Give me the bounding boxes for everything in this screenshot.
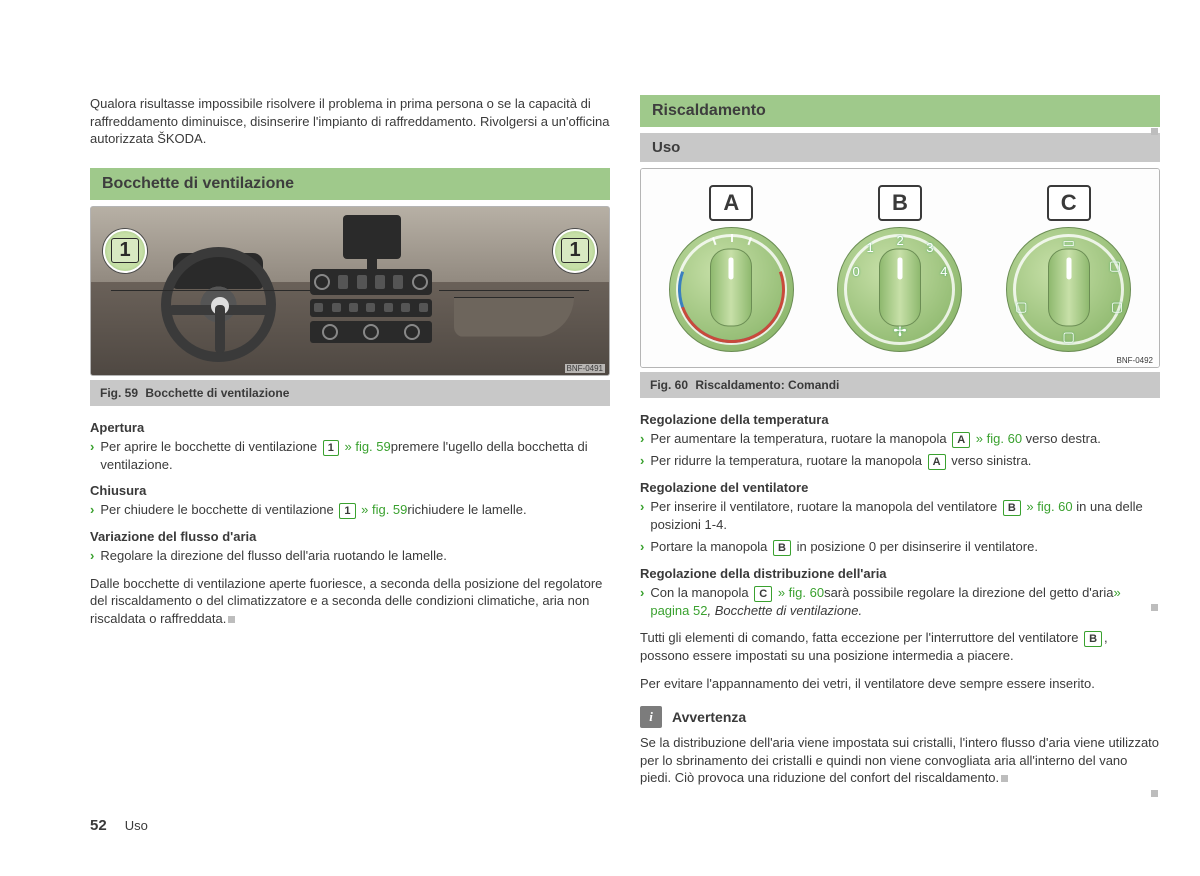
note-header: i Avvertenza xyxy=(640,706,1160,728)
page-footer: 52 Uso xyxy=(90,817,148,834)
subsection-heading-uso: Uso xyxy=(640,133,1160,162)
knob-letter-b: B xyxy=(878,185,922,221)
end-marker-icon xyxy=(228,616,235,623)
fig-link[interactable]: » fig. 59 xyxy=(341,439,391,454)
fan-mark-0: 0 xyxy=(852,264,859,279)
figure-code: BNF-0492 xyxy=(1115,356,1155,365)
nav-screen xyxy=(343,215,401,259)
fog-paragraph: Per evitare l'appannamento dei vetri, il… xyxy=(640,675,1160,693)
chiusura-bullet: › Per chiudere le bocchette di ventilazi… xyxy=(90,501,610,519)
fan-mark-4: 4 xyxy=(940,264,947,279)
chevron-icon: › xyxy=(640,584,644,620)
ref-b: B xyxy=(773,540,791,556)
note-text: Se la distribuzione dell'aria viene impo… xyxy=(640,734,1160,787)
fig-link[interactable]: » fig. 60 xyxy=(972,431,1022,446)
fan-mark-2: 2 xyxy=(896,233,903,248)
steering-wheel xyxy=(161,247,276,362)
fan-bullet-1: › Per inserire il ventilatore, ruotare l… xyxy=(640,498,1160,534)
right-column: Riscaldamento Uso A xyxy=(640,95,1160,797)
margin-marker-icon xyxy=(1151,604,1158,611)
intro-paragraph: Qualora risultasse impossibile risolvere… xyxy=(90,95,610,148)
info-icon: i xyxy=(640,706,662,728)
conclusion-paragraph: Dalle bocchette di ventilazione aperte f… xyxy=(90,575,610,628)
fan-mark-1: 1 xyxy=(866,240,873,255)
variazione-bullet: › Regolare la direzione del flusso dell'… xyxy=(90,547,610,565)
knob-b-group: B 0 1 2 3 4 ✢ xyxy=(837,185,962,352)
temp-bullet-2: › Per ridurre la temperatura, ruotare la… xyxy=(640,452,1160,470)
air-title: Regolazione della distribuzione dell'ari… xyxy=(640,566,1160,581)
chevron-icon: › xyxy=(90,438,94,474)
fan-knob: 0 1 2 3 4 ✢ xyxy=(837,227,962,352)
ref-c: C xyxy=(754,586,772,602)
defrost-foot-icon: ▢ xyxy=(1015,299,1027,315)
ref-a: A xyxy=(928,454,946,470)
variazione-title: Variazione del flusso d'aria xyxy=(90,529,610,544)
apertura-title: Apertura xyxy=(90,420,610,435)
apertura-bullet: › Per aprire le bocchette di ventilazion… xyxy=(90,438,610,474)
section-heading-riscaldamento: Riscaldamento xyxy=(640,95,1160,127)
face-icon: ▢ xyxy=(1109,258,1121,274)
knob-letter-a: A xyxy=(709,185,753,221)
margin-marker-icon xyxy=(1151,790,1158,797)
end-marker-icon xyxy=(1001,775,1008,782)
chevron-icon: › xyxy=(640,538,644,556)
temp-bullet-1: › Per aumentare la temperatura, ruotare … xyxy=(640,430,1160,448)
section-heading-bocchette: Bocchette di ventilazione xyxy=(90,168,610,200)
ref-a: A xyxy=(952,432,970,448)
page-columns: Qualora risultasse impossibile risolvere… xyxy=(90,95,1160,797)
dashboard-illustration: 1 1 BNF-0491 xyxy=(91,207,609,375)
fig-link[interactable]: » fig. 59 xyxy=(358,502,408,517)
vent-callout-left: 1 xyxy=(103,229,147,273)
fan-mark-3: 3 xyxy=(926,240,933,255)
chevron-icon: › xyxy=(640,430,644,448)
figure-59-caption: Fig. 59 Bocchette di ventilazione xyxy=(90,380,610,406)
fan-bullet-2: › Portare la manopola B in posizione 0 p… xyxy=(640,538,1160,556)
vent-callout-right: 1 xyxy=(553,229,597,273)
ref-b: B xyxy=(1084,631,1102,647)
chiusura-title: Chiusura xyxy=(90,483,610,498)
chevron-icon: › xyxy=(640,498,644,534)
chevron-icon: › xyxy=(640,452,644,470)
air-distribution-knob: ▭ ▢ ▢ ▢ ▢ xyxy=(1006,227,1131,352)
chevron-icon: › xyxy=(90,547,94,565)
fig-link[interactable]: » fig. 60 xyxy=(1023,499,1073,514)
figure-60: A B xyxy=(640,168,1160,368)
air-bullet-1: › Con la manopola C » fig. 60sarà possib… xyxy=(640,584,1160,620)
knob-a-group: A xyxy=(669,185,794,352)
knob-c-group: C ▭ ▢ ▢ ▢ ▢ xyxy=(1006,185,1131,352)
fig-link[interactable]: » fig. 60 xyxy=(774,585,824,600)
figure-60-caption: Fig. 60 Riscaldamento: Comandi xyxy=(640,372,1160,398)
intermediate-paragraph: Tutti gli elementi di comando, fatta ecc… xyxy=(640,629,1160,665)
knob-panel: A B xyxy=(641,169,1159,367)
temperature-knob xyxy=(669,227,794,352)
face-foot-icon: ▢ xyxy=(1111,299,1123,315)
ref-1: 1 xyxy=(323,440,339,456)
ref-b: B xyxy=(1003,500,1021,516)
temp-title: Regolazione della temperatura xyxy=(640,412,1160,427)
page-section: Uso xyxy=(125,818,148,833)
foot-icon: ▢ xyxy=(1062,329,1074,345)
fan-title: Regolazione del ventilatore xyxy=(640,480,1160,495)
left-column: Qualora risultasse impossibile risolvere… xyxy=(90,95,610,797)
knob-letter-c: C xyxy=(1047,185,1091,221)
page-number: 52 xyxy=(90,817,107,834)
center-stack xyxy=(310,269,432,349)
figure-59: 1 1 BNF-0491 xyxy=(90,206,610,376)
figure-code: BNF-0491 xyxy=(565,364,605,373)
ref-1: 1 xyxy=(339,503,355,519)
margin-marker-icon xyxy=(1151,128,1158,135)
chevron-icon: › xyxy=(90,501,94,519)
